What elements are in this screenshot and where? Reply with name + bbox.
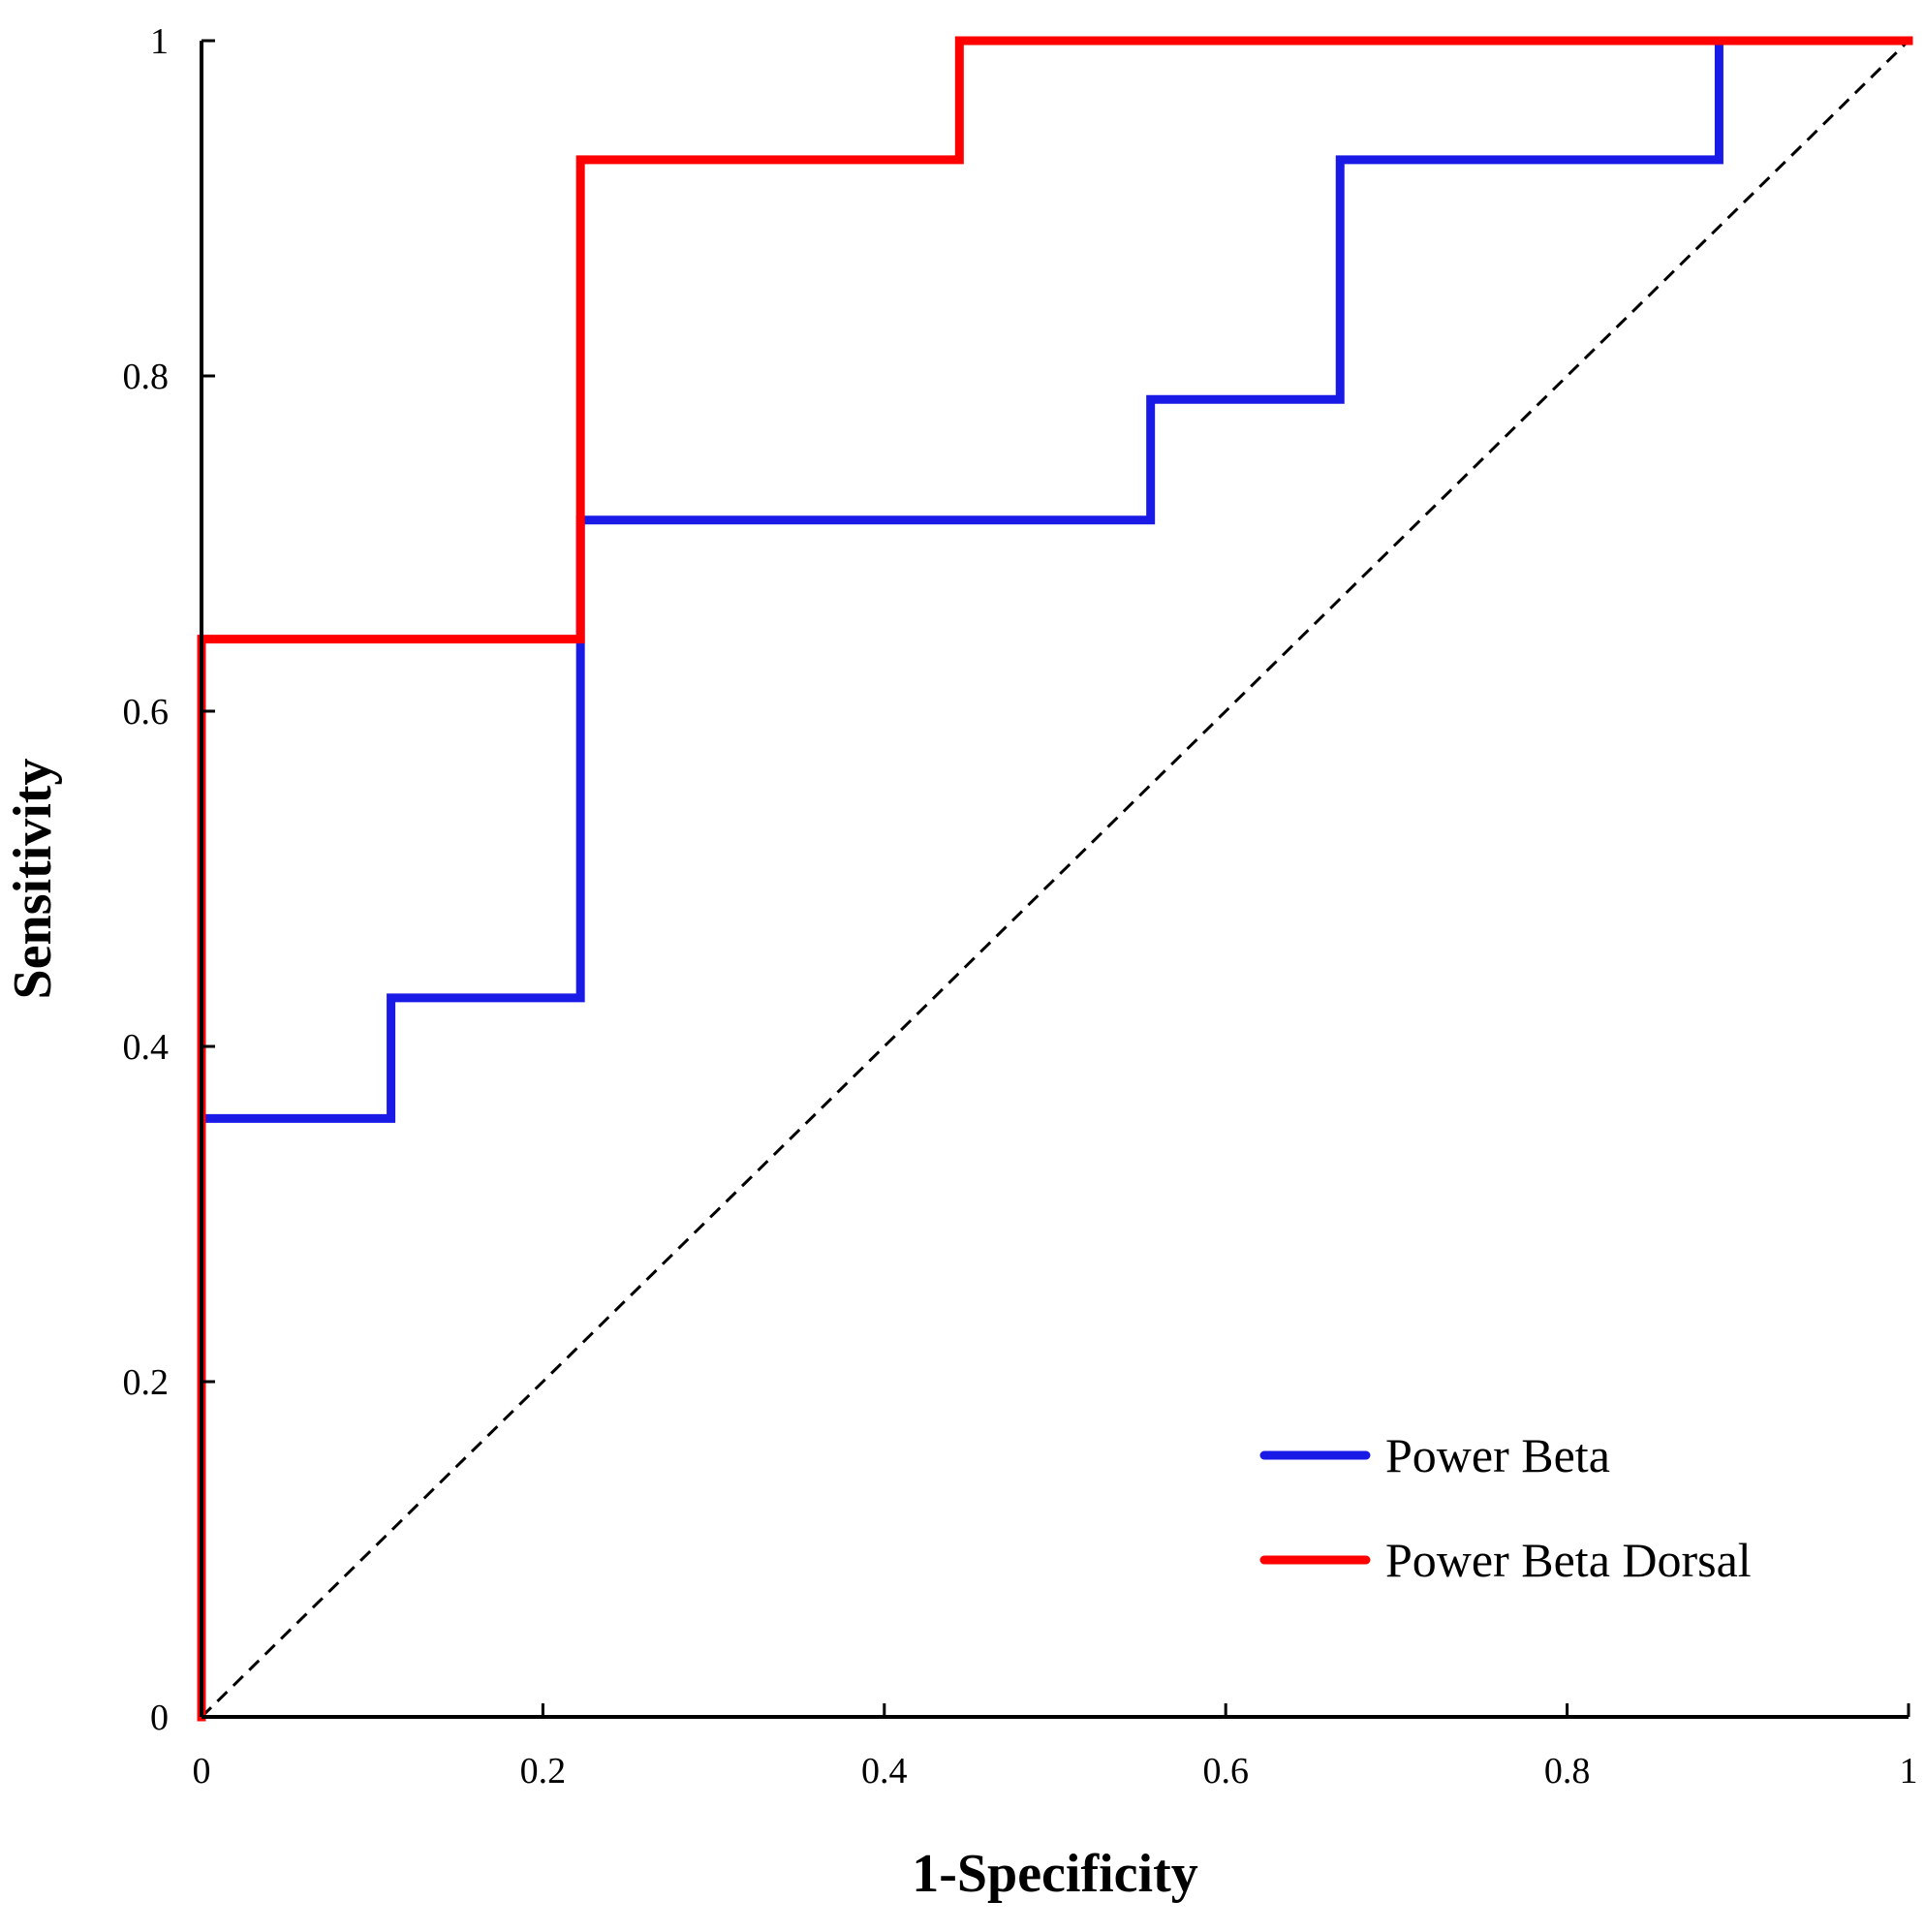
y-tick-label: 0.4 <box>123 1027 170 1068</box>
y-axis-ticks: 0 0.2 0.4 0.6 0.8 1 <box>123 21 215 1738</box>
y-tick-label: 0 <box>150 1698 169 1738</box>
axes <box>200 41 1909 1719</box>
y-tick-label: 0.2 <box>123 1362 170 1403</box>
y-axis-title: Sensitivity <box>3 759 63 1000</box>
legend: Power Beta Power Beta Dorsal <box>1259 1428 1752 1587</box>
x-axis-title: 1-Specificity <box>912 1844 1197 1904</box>
legend-label-power-beta-dorsal: Power Beta Dorsal <box>1385 1533 1752 1587</box>
x-tick-label: 0.4 <box>861 1751 908 1792</box>
x-tick-label: 0.8 <box>1544 1751 1591 1792</box>
reference-diagonal-line <box>200 39 1910 1719</box>
y-tick-label: 1 <box>150 21 169 62</box>
x-tick-label: 1 <box>1900 1751 1918 1792</box>
x-tick-label: 0.6 <box>1202 1751 1249 1792</box>
y-tick-label: 0.6 <box>123 692 170 732</box>
legend-label-power-beta: Power Beta <box>1385 1428 1610 1482</box>
x-tick-label: 0 <box>193 1751 211 1792</box>
roc-series-line-power-beta <box>197 36 1913 1722</box>
series-layer <box>197 36 1913 1722</box>
x-tick-label: 0.2 <box>520 1751 567 1792</box>
x-axis-ticks: 0 0.2 0.4 0.6 0.8 1 <box>193 1703 1918 1792</box>
y-tick-label: 0.8 <box>123 357 170 397</box>
